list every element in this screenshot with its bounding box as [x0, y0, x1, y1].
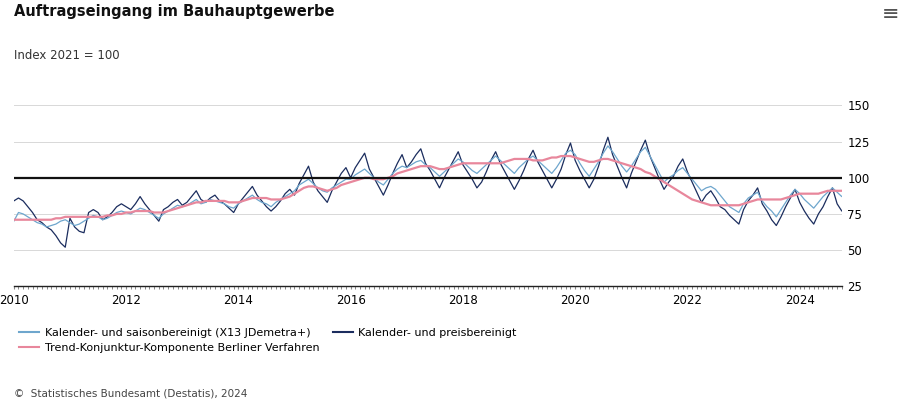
- Legend: Kalender- und saisonbereinigt (X13 JDemetra+), Trend-Konjunktur-Komponente Berli: Kalender- und saisonbereinigt (X13 JDeme…: [19, 328, 516, 353]
- Text: Auftragseingang im Bauhauptgewerbe: Auftragseingang im Bauhauptgewerbe: [14, 4, 334, 19]
- Text: ≡: ≡: [880, 4, 898, 24]
- Text: Index 2021 = 100: Index 2021 = 100: [14, 49, 119, 62]
- Text: ©  Statistisches Bundesamt (Destatis), 2024: © Statistisches Bundesamt (Destatis), 20…: [14, 389, 247, 399]
